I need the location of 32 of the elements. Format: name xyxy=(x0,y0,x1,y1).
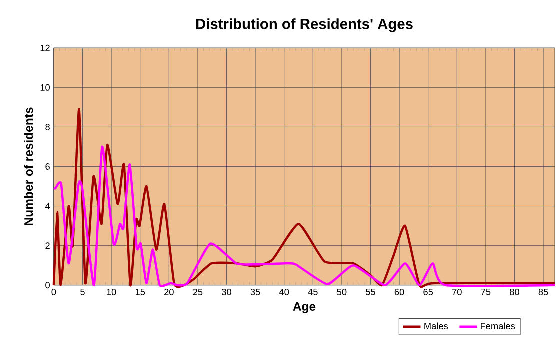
x-tick-label: 10 xyxy=(107,289,116,296)
x-tick-label: 25 xyxy=(193,289,203,296)
x-tick-label: 45 xyxy=(308,289,318,296)
y-tick-label: 2 xyxy=(46,242,50,250)
y-tick-label: 10 xyxy=(40,84,50,92)
x-tick-label: 50 xyxy=(337,289,347,296)
x-axis-title: Age xyxy=(293,302,316,314)
legend-label: Females xyxy=(481,323,516,330)
x-tick-label: 60 xyxy=(394,289,404,296)
chart-title: Distribution of Residents' Ages xyxy=(196,18,413,33)
legend-label: Males xyxy=(424,323,448,330)
x-tick-label: 0 xyxy=(52,289,56,296)
y-tick-label: 12 xyxy=(40,45,50,52)
y-tick-label: 8 xyxy=(46,124,50,131)
y-axis-title: Number of residents xyxy=(24,108,34,226)
x-tick-label: 70 xyxy=(452,289,462,296)
x-tick-label: 30 xyxy=(222,289,232,296)
x-tick-label: 15 xyxy=(136,289,146,296)
x-tick-label: 85 xyxy=(538,289,548,296)
x-tick-label: 65 xyxy=(424,289,434,296)
y-tick-label: 6 xyxy=(46,164,50,170)
x-tick-label: 20 xyxy=(164,289,174,296)
x-tick-label: 75 xyxy=(481,289,491,296)
line-series xyxy=(52,146,556,288)
line-series xyxy=(52,108,556,287)
x-tick-label: 55 xyxy=(366,289,376,296)
x-tick-label: 40 xyxy=(279,289,290,296)
x-tick-label: 35 xyxy=(250,289,260,296)
y-tick-label: 0 xyxy=(46,282,50,289)
x-tick-label: 80 xyxy=(510,289,520,296)
y-tick-label: 4 xyxy=(45,203,50,210)
x-tick-label: 5 xyxy=(80,289,85,296)
